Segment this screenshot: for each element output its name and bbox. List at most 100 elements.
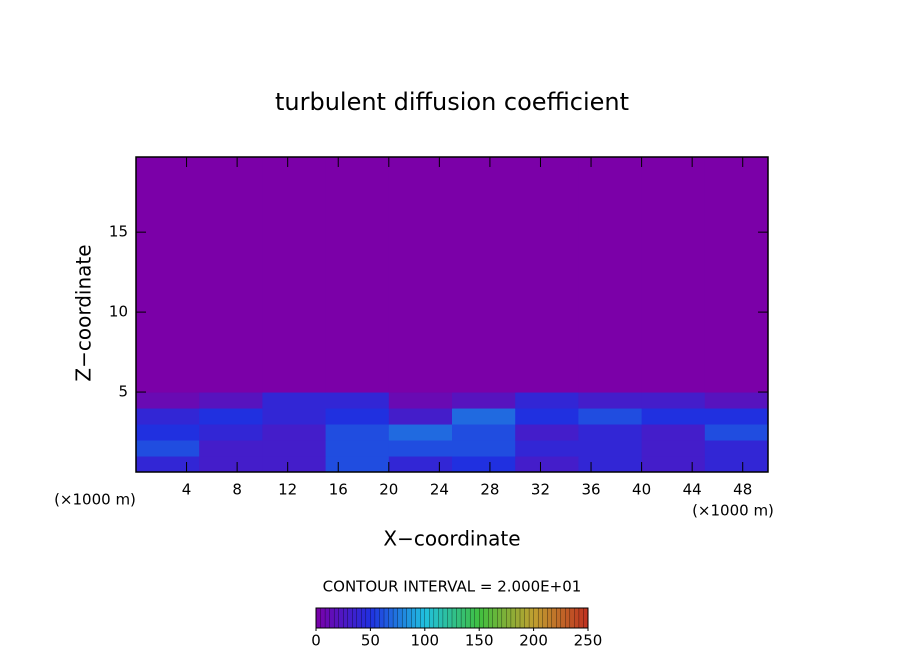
colorbar-cell [397,607,403,629]
colorbar-cell [329,607,335,629]
field-cell [578,424,643,441]
field-cell [704,408,769,425]
colorbar-cell [574,607,580,629]
field-cell [515,392,579,409]
field-cell [704,440,769,457]
field-cell [388,157,453,393]
field-cell [388,424,453,441]
field-cell [325,456,390,473]
field-cell [641,157,706,393]
colorbar-cell [515,607,521,629]
colorbar-tick-label: 150 [465,632,494,650]
field-cell [704,424,769,441]
colorbar-cell [474,607,480,629]
field-cell [199,456,263,473]
field-cell [388,392,453,409]
colorbar-cell [528,607,535,629]
colorbar-cell [492,607,498,629]
field-cell [515,424,579,441]
field-cell [388,456,453,473]
y-unit: (×1000 m) [54,491,136,509]
x-tick-label: 44 [683,481,702,499]
field-cell [136,456,200,473]
colorbar-cell [469,607,476,629]
field-cell [136,440,200,457]
colorbar-cell [315,607,321,629]
x-axis-label: X−coordinate [383,527,520,551]
colorbar-cell [510,607,516,629]
colorbar-cell [392,607,399,629]
field-cell [199,392,263,409]
field-cell [515,408,579,425]
colorbar-cell [379,607,385,629]
colorbar-cell [456,607,462,629]
field-cell [578,392,643,409]
colorbar-cell [356,607,362,629]
field-cell [578,157,643,393]
x-tick-label: 4 [182,481,192,499]
colorbar-tick-label: 50 [361,632,380,650]
colorbar-cell [483,607,489,629]
colorbar-cell [361,607,367,629]
field-cell [452,392,516,409]
colorbar-cell [524,607,530,629]
colorbar-tick-label: 200 [519,632,548,650]
colorbar-cell [374,607,380,629]
x-tick-label: 12 [278,481,297,499]
field-cell [199,424,263,441]
colorbar-cell [320,607,326,629]
colorbar-tick-label: 250 [574,632,603,650]
colorbar-cell [347,607,353,629]
colorbar-cell [547,607,553,629]
plot-frame [135,156,769,473]
x-unit: (×1000 m) [692,502,774,520]
field-cell [262,408,327,425]
x-tick-label: 28 [480,481,499,499]
colorbar-cell [465,607,471,629]
field-cell [325,157,390,393]
field-cell [452,456,516,473]
field-cell [262,440,327,457]
field-cell [578,456,643,473]
colorbar-cell [433,607,439,629]
field-cell [136,424,200,441]
colorbar-cell [506,607,512,629]
field-cell [136,408,200,425]
field-cell [388,440,453,457]
field-cell [578,408,643,425]
colorbar-cell [488,607,494,629]
field-cell [262,157,327,393]
colorbar-cell [569,607,575,629]
field-cell [704,157,769,393]
colorbar-cell [343,607,349,629]
x-tick-label: 20 [379,481,398,499]
field-cell [199,408,263,425]
field-cell [515,440,579,457]
colorbar-cell [411,607,417,629]
colorbar-cell [388,607,394,629]
field-cell [325,408,390,425]
y-tick-label: 15 [109,223,128,241]
y-axis-label: Z−coordinate [72,244,96,381]
colorbar-cell [383,607,389,629]
y-tick-label: 5 [118,383,128,401]
colorbar-cell [479,607,485,629]
field-cell [325,424,390,441]
field-cell [452,424,516,441]
colorbar-cell [365,607,371,629]
colorbar-cell [533,607,539,629]
colorbar-cell [501,607,507,629]
field-cell [641,392,706,409]
field-cell [452,408,516,425]
colorbar-cell [519,607,525,629]
field-cell [136,392,200,409]
field-cell [199,440,263,457]
x-tick-label: 8 [232,481,242,499]
field-cell [262,456,327,473]
field-cell [325,392,390,409]
field-cell [262,424,327,441]
colorbar-cell [438,607,444,629]
colorbar-cell [447,607,453,629]
colorbar-cell [578,607,584,629]
